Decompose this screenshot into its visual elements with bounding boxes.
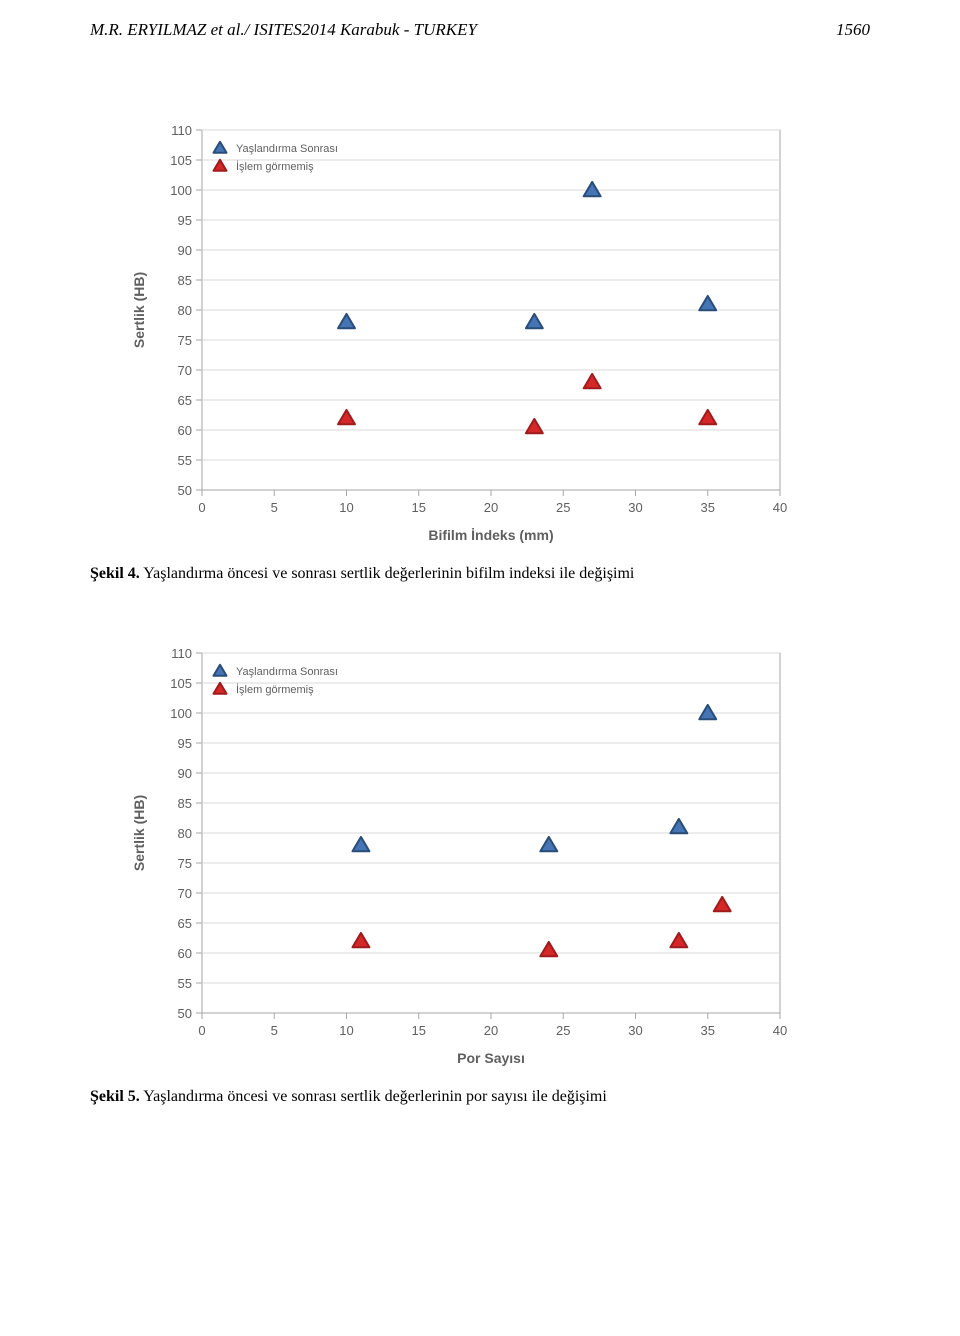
svg-text:25: 25 xyxy=(556,1023,570,1038)
svg-text:60: 60 xyxy=(178,946,192,961)
svg-text:35: 35 xyxy=(701,1023,715,1038)
svg-text:70: 70 xyxy=(178,363,192,378)
svg-text:60: 60 xyxy=(178,423,192,438)
caption-2: Şekil 5. Yaşlandırma öncesi ve sonrası s… xyxy=(90,1088,870,1106)
svg-text:100: 100 xyxy=(170,706,192,721)
svg-text:0: 0 xyxy=(198,1023,205,1038)
svg-text:20: 20 xyxy=(484,1023,498,1038)
svg-text:50: 50 xyxy=(178,483,192,498)
svg-text:30: 30 xyxy=(628,1023,642,1038)
svg-text:55: 55 xyxy=(178,453,192,468)
svg-text:5: 5 xyxy=(271,500,278,515)
svg-text:80: 80 xyxy=(178,303,192,318)
svg-text:75: 75 xyxy=(178,856,192,871)
chart-1: 50 55 60 65 70 75 80 85 90 95 100 105 110 0 5 10 15 20 25 3… xyxy=(120,120,870,550)
svg-text:95: 95 xyxy=(178,213,192,228)
svg-text:95: 95 xyxy=(178,736,192,751)
svg-text:0: 0 xyxy=(198,500,205,515)
svg-text:110: 110 xyxy=(171,646,192,661)
caption-2-bold: Şekil 5. xyxy=(90,1088,140,1105)
svg-text:105: 105 xyxy=(170,676,192,691)
svg-text:15: 15 xyxy=(412,500,426,515)
svg-text:105: 105 xyxy=(170,153,192,168)
svg-text:İşlem görmemiş: İşlem görmemiş xyxy=(236,160,314,173)
chart-2: 50 55 60 65 70 75 80 85 90 95 100 105 110 0 5 10 15 20 25 3… xyxy=(120,643,870,1073)
svg-text:Sertlik (HB): Sertlik (HB) xyxy=(131,272,147,348)
svg-text:15: 15 xyxy=(412,1023,426,1038)
svg-text:55: 55 xyxy=(178,976,192,991)
svg-text:30: 30 xyxy=(628,500,642,515)
svg-text:Por Sayısı: Por Sayısı xyxy=(457,1050,525,1066)
svg-text:80: 80 xyxy=(178,826,192,841)
caption-1-text: Yaşlandırma öncesi ve sonrası sertlik de… xyxy=(140,565,635,582)
svg-text:İşlem görmemiş: İşlem görmemiş xyxy=(236,683,314,696)
svg-text:85: 85 xyxy=(178,796,192,811)
svg-text:Yaşlandırma Sonrası: Yaşlandırma Sonrası xyxy=(236,666,338,678)
svg-text:50: 50 xyxy=(178,1006,192,1021)
svg-text:10: 10 xyxy=(339,1023,353,1038)
svg-text:Yaşlandırma Sonrası: Yaşlandırma Sonrası xyxy=(236,143,338,155)
svg-text:5: 5 xyxy=(271,1023,278,1038)
svg-text:25: 25 xyxy=(556,500,570,515)
svg-text:Sertlik (HB): Sertlik (HB) xyxy=(131,795,147,871)
page-header: M.R. ERYILMAZ et al./ ISITES2014 Karabuk… xyxy=(90,20,870,40)
svg-text:65: 65 xyxy=(178,916,192,931)
caption-2-text: Yaşlandırma öncesi ve sonrası sertlik de… xyxy=(140,1088,607,1105)
svg-text:Bifilm İndeks (mm): Bifilm İndeks (mm) xyxy=(428,527,553,543)
svg-text:40: 40 xyxy=(773,1023,787,1038)
svg-text:100: 100 xyxy=(170,183,192,198)
svg-text:35: 35 xyxy=(701,500,715,515)
svg-text:90: 90 xyxy=(178,243,192,258)
svg-text:65: 65 xyxy=(178,393,192,408)
header-left: M.R. ERYILMAZ et al./ ISITES2014 Karabuk… xyxy=(90,20,477,40)
svg-text:90: 90 xyxy=(178,766,192,781)
header-right: 1560 xyxy=(836,20,870,40)
svg-text:40: 40 xyxy=(773,500,787,515)
caption-1: Şekil 4. Yaşlandırma öncesi ve sonrası s… xyxy=(90,565,870,583)
svg-text:70: 70 xyxy=(178,886,192,901)
svg-text:110: 110 xyxy=(171,123,192,138)
caption-1-bold: Şekil 4. xyxy=(90,565,140,582)
svg-text:75: 75 xyxy=(178,333,192,348)
svg-text:85: 85 xyxy=(178,273,192,288)
svg-text:20: 20 xyxy=(484,500,498,515)
svg-text:10: 10 xyxy=(339,500,353,515)
